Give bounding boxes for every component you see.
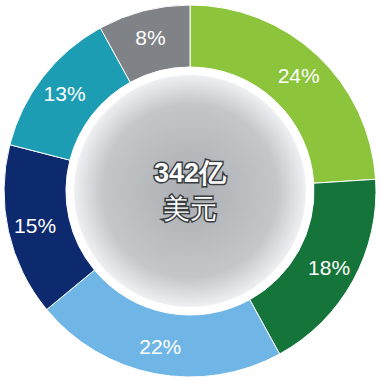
svg-text:18%: 18% [308, 256, 350, 279]
svg-text:342亿: 342亿 [154, 158, 227, 188]
svg-text:22%: 22% [139, 335, 181, 358]
svg-text:13%: 13% [44, 82, 86, 105]
svg-text:15%: 15% [14, 214, 56, 237]
svg-text:美元: 美元 [163, 194, 217, 224]
svg-text:24%: 24% [278, 64, 320, 87]
svg-text:8%: 8% [135, 26, 165, 49]
